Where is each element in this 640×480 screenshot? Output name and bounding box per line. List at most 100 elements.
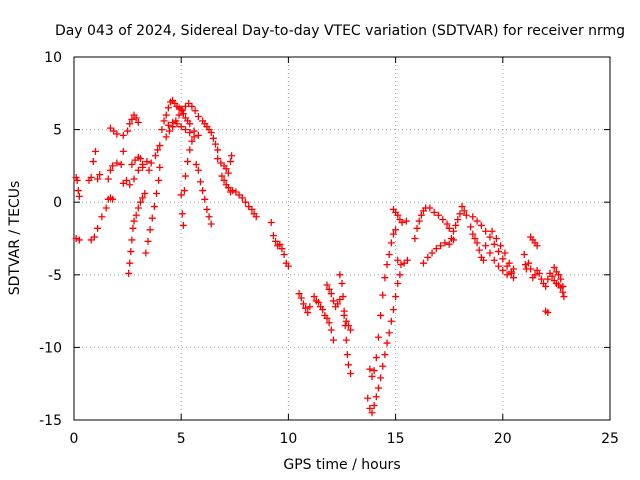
data-point	[248, 205, 256, 213]
data-point	[109, 162, 117, 170]
data-point	[398, 219, 406, 227]
data-point	[374, 384, 382, 392]
data-point	[411, 235, 419, 242]
data-point	[327, 290, 335, 298]
data-point	[372, 354, 380, 362]
data-point	[201, 195, 209, 203]
data-point	[164, 104, 172, 112]
data-point	[497, 242, 505, 250]
data-point	[302, 304, 310, 312]
data-point	[482, 242, 490, 250]
data-point	[439, 216, 447, 224]
data-point	[186, 146, 194, 154]
data-point	[190, 133, 198, 141]
data-point	[75, 192, 83, 200]
data-point	[343, 351, 351, 359]
y-tick-label: 0	[53, 195, 62, 211]
data-point	[74, 187, 82, 195]
data-point	[413, 224, 421, 232]
data-point	[374, 333, 382, 341]
data-point	[370, 401, 378, 409]
data-point	[203, 205, 211, 213]
data-point	[454, 216, 462, 224]
data-point	[160, 117, 168, 125]
data-point	[132, 211, 140, 219]
data-point	[392, 293, 400, 301]
data-point	[460, 207, 468, 215]
data-point	[134, 204, 142, 212]
data-point	[557, 275, 565, 283]
data-point	[164, 121, 172, 129]
data-point	[370, 367, 378, 375]
x-tick-label: 20	[494, 431, 512, 447]
y-tick-label: 10	[44, 50, 62, 66]
data-point	[471, 235, 479, 242]
data-point	[98, 213, 106, 221]
data-point	[188, 137, 196, 145]
data-point	[188, 102, 196, 110]
data-point	[192, 160, 200, 168]
data-point	[136, 198, 144, 206]
data-point	[428, 249, 436, 257]
data-point	[179, 221, 187, 229]
data-point	[267, 219, 275, 227]
data-point	[430, 208, 438, 216]
data-point	[441, 239, 449, 247]
data-point	[147, 159, 155, 167]
data-point	[377, 311, 385, 319]
data-point	[537, 275, 545, 283]
data-point	[379, 362, 387, 370]
data-point	[555, 271, 563, 279]
data-point	[394, 211, 402, 219]
data-point	[117, 160, 125, 168]
data-point	[394, 280, 402, 288]
data-point	[310, 293, 318, 301]
data-point	[340, 311, 348, 319]
data-point	[181, 126, 189, 134]
data-point	[151, 152, 159, 160]
data-point	[364, 394, 372, 402]
data-point	[165, 127, 173, 135]
data-point	[473, 239, 481, 247]
data-point	[334, 300, 342, 308]
data-point	[130, 175, 138, 183]
data-point	[102, 204, 110, 212]
data-point	[144, 237, 152, 245]
data-point	[462, 211, 470, 219]
data-point	[126, 259, 134, 267]
data-point	[139, 194, 147, 202]
data-point	[119, 147, 127, 155]
data-point	[417, 211, 425, 219]
data-point	[397, 261, 405, 269]
data-point	[314, 298, 322, 306]
data-point	[445, 240, 453, 248]
data-point	[119, 131, 127, 139]
data-point	[220, 176, 228, 184]
data-point	[227, 158, 235, 166]
data-point	[178, 107, 186, 115]
data-point	[94, 224, 102, 232]
data-point	[222, 165, 230, 173]
data-point	[280, 250, 288, 258]
data-point	[495, 248, 503, 256]
data-point	[501, 249, 509, 257]
data-point	[366, 365, 374, 373]
data-point	[342, 336, 350, 344]
data-point	[327, 326, 335, 334]
data-point	[486, 233, 494, 241]
data-point	[269, 232, 277, 240]
data-point	[467, 223, 475, 231]
data-point	[148, 214, 156, 222]
data-point	[72, 235, 80, 242]
data-point	[342, 317, 350, 325]
data-point	[394, 256, 402, 264]
data-point	[229, 187, 237, 195]
data-point	[169, 118, 177, 126]
data-point	[469, 230, 477, 238]
data-point	[544, 309, 552, 317]
data-point	[385, 250, 393, 258]
chart-title: Day 043 of 2024, Sidereal Day-to-day VTE…	[55, 23, 625, 39]
data-point	[228, 152, 236, 160]
data-point	[531, 271, 539, 279]
